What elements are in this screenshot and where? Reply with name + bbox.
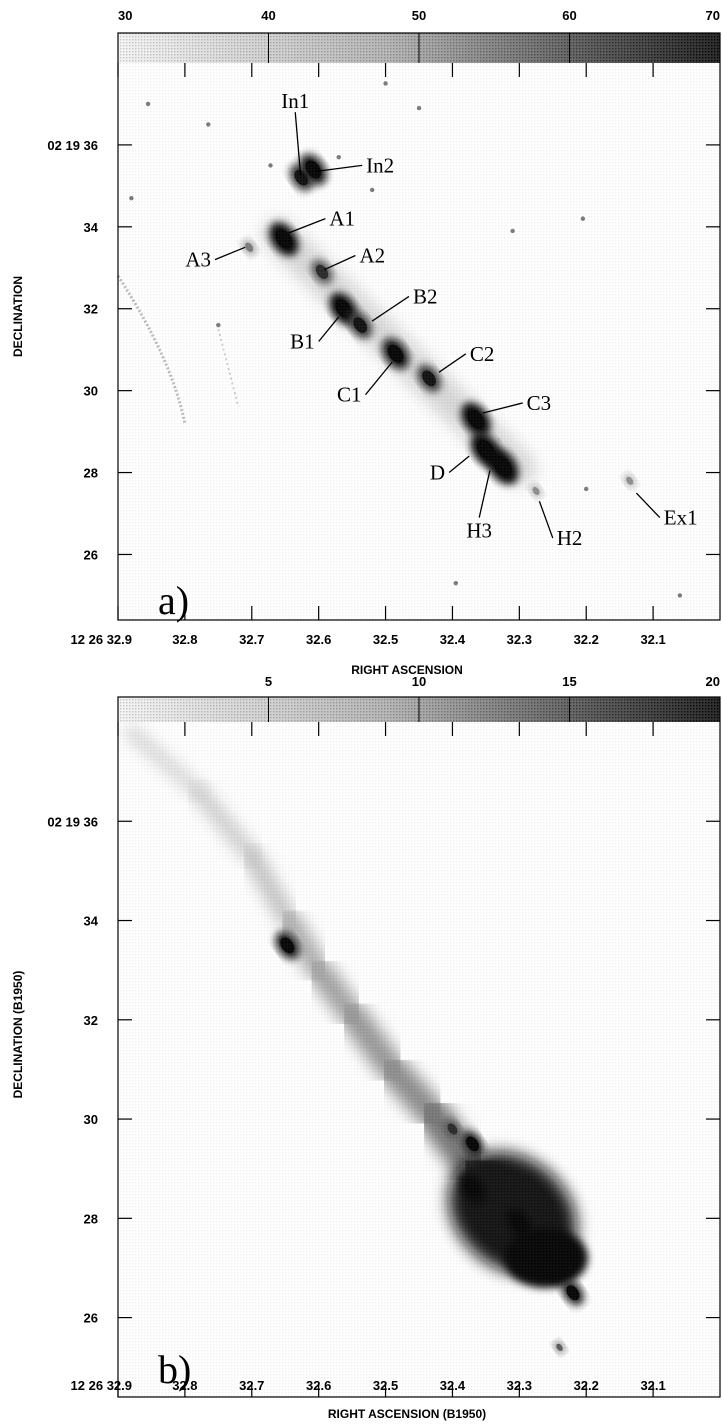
colorbar-tick-label: 50	[412, 8, 426, 23]
knot-label: A3	[185, 248, 211, 272]
x-tick-label: 32.4	[440, 1378, 466, 1393]
knot-label: H3	[466, 519, 492, 543]
annotation-leader	[288, 218, 326, 234]
annotation-leader	[214, 246, 246, 261]
plot-area-b: 12 26 32.9 32.8 32.7 32.6 32.5 32.4 32.3 32.2 32…	[11, 696, 721, 1421]
annotation-leader	[635, 492, 661, 519]
annotation-leader	[482, 402, 523, 414]
colorbar-tick-label: 20	[706, 674, 720, 689]
colorbar-tick-label: 40	[261, 8, 275, 23]
y-tick-label: 30	[84, 384, 98, 399]
annotation-leader	[478, 470, 491, 518]
x-tick-label: 32.5	[373, 632, 398, 647]
colorbar-b: 5 10 15 20	[118, 674, 721, 722]
annotation-leader	[538, 501, 554, 539]
y-tick-label: 32	[84, 1013, 98, 1028]
panel-label: a)	[158, 578, 189, 623]
y-axis-title: DECLINATION (B1950)	[11, 971, 25, 1099]
annotation-leader	[323, 254, 356, 271]
knot-label: In1	[281, 89, 309, 113]
x-tick-label: 32.3	[507, 1378, 532, 1393]
x-tick-label: 32.8	[172, 632, 197, 647]
knot-label: C1	[337, 383, 362, 407]
y-tick-label: 26	[84, 547, 98, 562]
x-tick-label: 32.2	[574, 632, 599, 647]
x-tick-label: 32.1	[640, 632, 665, 647]
y-tick-label: 02 19 36	[47, 814, 98, 829]
y-tick-label: 28	[84, 466, 98, 481]
knot-label: A2	[359, 243, 385, 267]
x-tick-label: 32.6	[306, 632, 331, 647]
x-tick-label: 32.7	[239, 1378, 264, 1393]
colorbar-tick-label: 60	[562, 8, 576, 23]
y-tick-label: 28	[84, 1211, 98, 1226]
knot-label: In2	[366, 153, 394, 177]
colorbar-tick-label: 15	[562, 674, 576, 689]
plot-frame	[117, 32, 721, 621]
x-tick-label: 12 26 32.9	[71, 632, 132, 647]
knot-label: H2	[557, 526, 583, 550]
annotation-leader	[318, 316, 340, 342]
x-tick-label: 32.6	[306, 1378, 331, 1393]
knot-label: B1	[290, 330, 315, 354]
y-tick-label: 32	[84, 302, 98, 317]
colorbar-tick-label: 5	[265, 674, 272, 689]
knot-label: D	[430, 461, 445, 485]
y-tick-label: 26	[84, 1311, 98, 1326]
y-axis-title: DECLINATION	[11, 276, 25, 357]
knot-label: C2	[470, 342, 495, 366]
panel-label: b)	[158, 1347, 191, 1392]
image-content	[118, 722, 720, 1397]
x-tick-label: 32.2	[574, 1378, 599, 1393]
y-tick-label: 34	[84, 220, 99, 235]
plot-frame	[117, 696, 721, 1398]
x-tick-label: 32.7	[239, 632, 264, 647]
annotation-leader	[294, 112, 302, 176]
colorbar-tick-label: 70	[706, 8, 720, 23]
knot-label: A1	[329, 207, 355, 231]
knot-label: Ex1	[664, 506, 698, 530]
annotation-leader	[371, 295, 410, 322]
annotation-leader	[315, 164, 363, 173]
y-tick-label: 02 19 36	[47, 138, 98, 153]
image-content	[116, 63, 720, 620]
x-axis-title: RIGHT ASCENSION (B1950)	[328, 1407, 486, 1421]
x-tick-label: 32.1	[640, 1378, 665, 1393]
colorbar-tick-label: 10	[412, 674, 426, 689]
halftone-texture	[118, 63, 720, 620]
y-tick-label: 34	[84, 914, 99, 929]
y-tick-label: 30	[84, 1112, 98, 1127]
halftone-texture	[118, 722, 720, 1397]
x-tick-label: 32.5	[373, 1378, 398, 1393]
panel-b: 5 10 15 20 12 26 32.9 32.8 32.7 32.6 32.5 32.4 32…	[11, 674, 721, 1421]
x-axis-title: RIGHT ASCENSION	[351, 663, 463, 677]
knot-label: B2	[413, 284, 438, 308]
x-tick-label: 12 26 32.9	[71, 1378, 132, 1393]
x-tick-label: 32.4	[440, 632, 466, 647]
x-tick-label: 32.8	[172, 1378, 197, 1393]
colorbar-a: 30 40 50 60 70	[117, 8, 721, 63]
annotation-leader	[364, 361, 393, 396]
annotation-leader	[448, 455, 470, 474]
annotation-leader	[438, 353, 467, 373]
knot-label: C3	[527, 391, 552, 415]
colorbar-tick-label: 30	[118, 8, 132, 23]
x-tick-label: 32.3	[507, 632, 532, 647]
